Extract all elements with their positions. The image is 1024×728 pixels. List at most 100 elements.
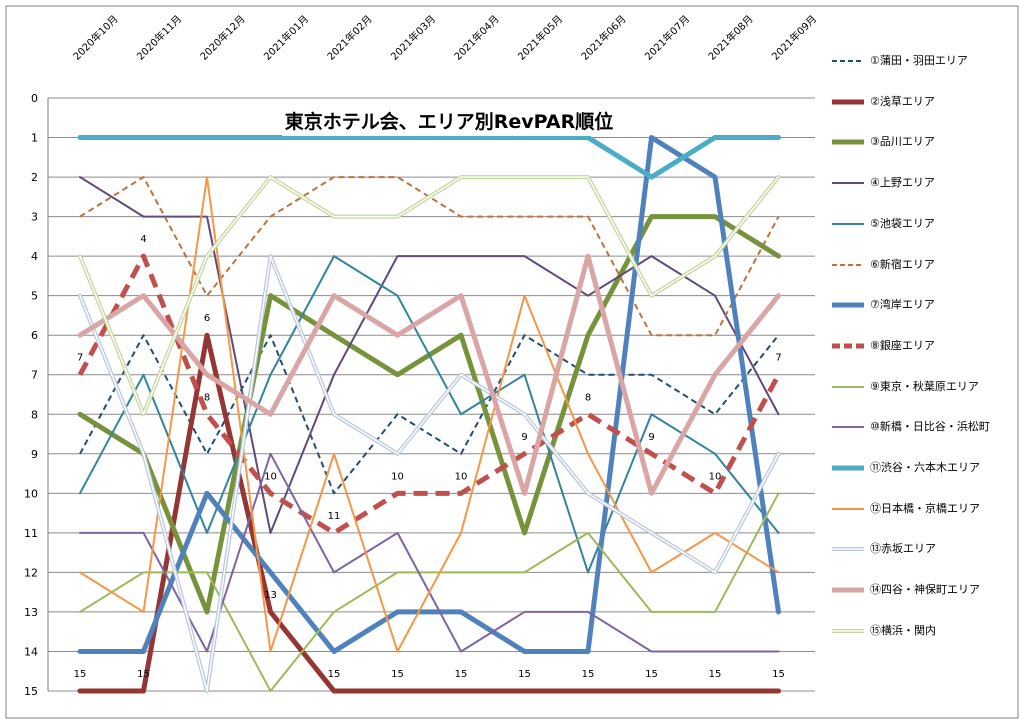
data-label: 15 bbox=[74, 669, 87, 680]
legend-item: ⑧銀座エリア bbox=[830, 337, 1024, 377]
data-label: 15 bbox=[518, 669, 531, 680]
y-tick-label: 1 bbox=[31, 132, 38, 145]
data-label: 15 bbox=[391, 669, 404, 680]
legend-label: ②浅草エリア bbox=[870, 94, 935, 108]
y-tick-label: 15 bbox=[24, 685, 38, 698]
data-label: 7 bbox=[775, 353, 781, 364]
legend-swatch bbox=[832, 628, 864, 633]
y-tick-label: 11 bbox=[24, 527, 38, 540]
data-label: 15 bbox=[137, 669, 150, 680]
legend-item: ⑬赤坂エリア bbox=[830, 540, 1024, 580]
legend-label: ⑮横浜・関内 bbox=[870, 623, 936, 637]
legend-swatch bbox=[832, 426, 864, 429]
data-label: 10 bbox=[709, 471, 722, 482]
legend-swatch bbox=[832, 465, 864, 471]
y-tick-label: 10 bbox=[24, 487, 38, 500]
legend-label: ⑦湾岸エリア bbox=[870, 298, 935, 312]
y-tick-label: 14 bbox=[24, 645, 38, 658]
legend-swatch bbox=[832, 99, 864, 105]
title-background bbox=[282, 106, 616, 136]
y-tick-label: 12 bbox=[24, 566, 38, 579]
series-line-inner bbox=[79, 176, 780, 416]
legend-swatch bbox=[832, 343, 864, 349]
series-line bbox=[77, 253, 781, 536]
legend-item: ④上野エリア bbox=[830, 174, 1024, 214]
title-group: 東京ホテル会、エリア別RevPAR順位 bbox=[282, 106, 616, 136]
data-label: 15 bbox=[328, 669, 341, 680]
legend-label: ⑫日本橋・京橋エリア bbox=[870, 501, 980, 515]
data-label: 9 bbox=[648, 432, 654, 443]
legend-label: ⑭四谷・神保町エリア bbox=[870, 583, 980, 597]
y-tick-label: 4 bbox=[31, 250, 38, 263]
series-line bbox=[79, 176, 780, 337]
legend-swatch bbox=[832, 222, 864, 225]
y-tick-label: 0 bbox=[31, 92, 38, 105]
data-label: 7 bbox=[77, 353, 83, 364]
data-label: 8 bbox=[585, 392, 591, 403]
y-tick-label: 7 bbox=[31, 369, 38, 382]
legend-item: ①蒲田・羽田エリア bbox=[830, 52, 1024, 92]
y-tick-label: 9 bbox=[31, 448, 38, 461]
legend-item: ⑫日本橋・京橋エリア bbox=[830, 500, 1024, 540]
series-line bbox=[77, 332, 781, 694]
series-line bbox=[77, 135, 781, 654]
data-label: 4 bbox=[140, 234, 146, 245]
y-tick-label: 13 bbox=[24, 606, 38, 619]
y-tick-label: 5 bbox=[31, 290, 38, 303]
series-line bbox=[79, 176, 780, 653]
data-label: 15 bbox=[772, 669, 785, 680]
legend-label: ⑬赤坂エリア bbox=[870, 542, 936, 556]
series-line bbox=[77, 253, 781, 496]
data-label: 10 bbox=[264, 471, 277, 482]
legend-swatch bbox=[832, 139, 864, 145]
legend-swatch bbox=[832, 302, 864, 308]
data-label: 13 bbox=[264, 590, 277, 601]
legend-item: ⑪渋谷・六本木エリア bbox=[830, 459, 1024, 499]
data-label: 15 bbox=[645, 669, 658, 680]
data-label: 6 bbox=[204, 313, 210, 324]
chart-title: 東京ホテル会、エリア別RevPAR順位 bbox=[285, 110, 613, 133]
series-line bbox=[79, 176, 780, 534]
y-tick-label: 2 bbox=[31, 171, 38, 184]
y-tick-label: 8 bbox=[31, 408, 38, 421]
series-line bbox=[79, 492, 780, 692]
chart-frame bbox=[5, 5, 1019, 719]
legend-label: ①蒲田・羽田エリア bbox=[870, 54, 968, 67]
legend-swatch bbox=[832, 60, 864, 62]
y-tick-label: 3 bbox=[31, 211, 38, 224]
legend-label: ⑪渋谷・六本木エリア bbox=[870, 461, 980, 474]
series-line bbox=[79, 255, 780, 574]
legend-label: ⑧銀座エリア bbox=[870, 338, 935, 352]
data-label: 15 bbox=[709, 669, 722, 680]
legend-swatch bbox=[832, 182, 864, 185]
series-lines bbox=[77, 135, 781, 694]
legend-label: ③品川エリア bbox=[870, 135, 935, 149]
legend-label: ④上野エリア bbox=[870, 176, 935, 190]
data-label: 9 bbox=[521, 432, 527, 443]
legend-item: ②浅草エリア bbox=[830, 93, 1024, 133]
series-line bbox=[77, 135, 781, 180]
legend-item: ⑥新宿エリア bbox=[830, 256, 1024, 296]
legend-item: ⑭四谷・神保町エリア bbox=[830, 581, 1024, 621]
legend-swatch bbox=[832, 263, 864, 266]
data-label: 10 bbox=[391, 471, 404, 482]
legend-label: ⑩新橋・日比谷・浜松町 bbox=[870, 420, 990, 434]
legend-label: ⑨東京・秋葉原エリア bbox=[870, 379, 979, 393]
series-line bbox=[79, 334, 780, 495]
data-labels: 7 4 8 10 11 10 10 9 8 9 10 7 15 15 6 13 15 15 15 15 15 15 15 15 bbox=[74, 234, 785, 680]
legend-item: ⑩新橋・日比谷・浜松町 bbox=[830, 418, 1024, 458]
legend-swatch bbox=[832, 547, 864, 552]
legend-label: ⑥新宿エリア bbox=[870, 257, 935, 271]
data-label: 11 bbox=[328, 511, 341, 522]
series-line-inner bbox=[79, 255, 780, 692]
legend-swatch bbox=[832, 385, 864, 388]
y-tick-label: 6 bbox=[31, 329, 38, 342]
legend-item: ⑤池袋エリア bbox=[830, 215, 1024, 255]
legend-item: ⑦湾岸エリア bbox=[830, 296, 1024, 336]
legend-label: ⑤池袋エリア bbox=[870, 216, 935, 230]
data-label: 10 bbox=[455, 471, 468, 482]
data-label: 8 bbox=[204, 392, 210, 403]
